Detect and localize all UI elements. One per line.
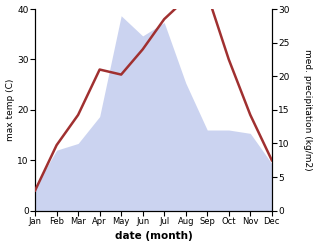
Y-axis label: max temp (C): max temp (C) xyxy=(5,79,15,141)
X-axis label: date (month): date (month) xyxy=(114,231,192,242)
Y-axis label: med. precipitation (kg/m2): med. precipitation (kg/m2) xyxy=(303,49,313,171)
